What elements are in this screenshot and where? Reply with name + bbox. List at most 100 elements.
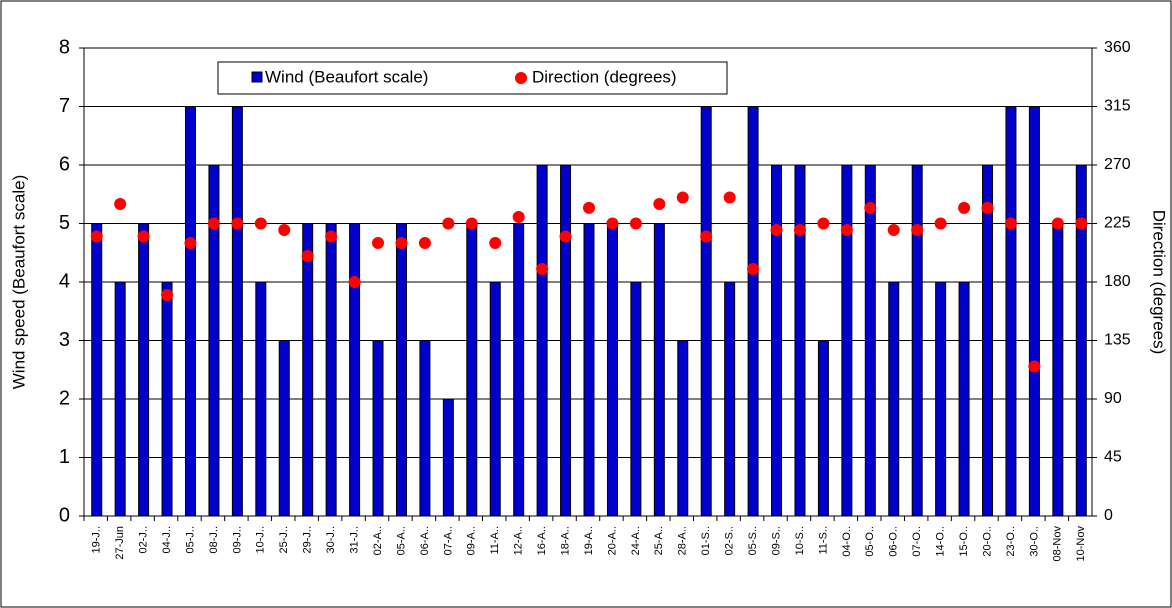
dot [278, 224, 291, 236]
x-tick-label: 19-J.. [91, 526, 103, 554]
dot [114, 198, 127, 210]
y2-tick-label: 45 [1104, 449, 1122, 466]
dot [606, 217, 619, 230]
dot [958, 201, 971, 214]
bar [489, 281, 501, 517]
y-tick-label: 0 [59, 504, 70, 526]
x-tick-label: 02-J.. [138, 526, 150, 554]
bar [1075, 164, 1087, 517]
x-tick-label: 18-A.. [559, 526, 571, 555]
x-tick-label: 08-Nov [1052, 526, 1064, 562]
bar [466, 223, 478, 517]
x-tick-label: 08-J.. [208, 526, 220, 554]
bar [817, 340, 829, 517]
bar [630, 281, 642, 517]
dot [372, 237, 385, 249]
x-tick-label: 02-A.. [372, 526, 384, 555]
y-tick-label: 5 [59, 212, 70, 234]
x-tick-label: 04-J.. [161, 526, 173, 554]
bar [536, 164, 548, 517]
dot [559, 230, 572, 243]
bar [653, 223, 665, 517]
bar [747, 106, 759, 517]
dot [981, 201, 994, 214]
y2-tick-label: 360 [1104, 39, 1131, 56]
x-tick-label: 30-J.. [325, 526, 337, 554]
x-tick-label: 20-A.. [606, 526, 618, 555]
bar [114, 281, 126, 517]
dot [747, 263, 760, 275]
bar [841, 164, 853, 517]
legend-box [217, 61, 728, 95]
bar [138, 223, 150, 517]
dot [1004, 217, 1017, 230]
y2-tick-label: 0 [1104, 507, 1113, 524]
x-tick-label: 12-A.. [513, 526, 525, 555]
x-tick-label: 28-A.. [677, 526, 689, 555]
y2-axis-title: Direction (degrees) [1150, 210, 1169, 355]
x-tick-label: 06-A.. [419, 526, 431, 555]
legend-label: Wind (Beaufort scale) [265, 67, 428, 86]
x-tick-label: 05-A.. [395, 526, 407, 555]
bar [794, 164, 806, 517]
dot [207, 217, 220, 230]
dot [700, 230, 713, 243]
bar [982, 164, 994, 517]
x-tick-label: 23-O.. [1005, 526, 1017, 557]
bar [1052, 223, 1064, 517]
bar [442, 398, 454, 517]
x-tick-label: 11-A.. [489, 526, 501, 555]
bar [395, 223, 407, 517]
dot [1028, 360, 1041, 373]
x-tick-label: 10-J.. [255, 526, 267, 554]
y2-tick-label: 90 [1104, 390, 1122, 407]
x-tick-label: 07-O.. [911, 526, 923, 557]
bar [208, 164, 220, 517]
bar [771, 164, 783, 517]
bar [958, 281, 970, 517]
bar [349, 223, 361, 517]
legend-swatch [515, 72, 527, 84]
bar [606, 223, 618, 517]
bar [91, 223, 103, 517]
bar [184, 106, 196, 517]
bar [935, 281, 947, 517]
dot [723, 191, 736, 204]
legend-swatch [251, 71, 263, 83]
x-tick-label: 19-A.. [583, 526, 595, 555]
y2-tick-label: 180 [1104, 273, 1131, 290]
dot [184, 237, 197, 249]
y-tick-label: 1 [59, 446, 70, 468]
dot [887, 224, 900, 236]
dot [325, 230, 338, 243]
y-axis-title: Wind speed (Beaufort scale) [9, 175, 28, 390]
dot [137, 230, 150, 243]
bar [255, 281, 267, 517]
bar [560, 164, 572, 517]
dot [583, 201, 595, 214]
x-tick-label: 02-S.. [724, 526, 736, 555]
dot [536, 263, 549, 275]
x-tick-label: 25-J.. [278, 526, 290, 554]
x-tick-label: 09-A.. [466, 526, 478, 555]
bar [864, 164, 876, 517]
bar [911, 164, 923, 517]
x-tick-label: 30-O.. [1028, 526, 1040, 557]
x-tick-label: 09-J.. [231, 526, 243, 554]
legend-label: Direction (degrees) [532, 67, 677, 86]
dot [793, 224, 806, 236]
x-tick-label: 16-A.. [536, 526, 548, 555]
bar [325, 223, 337, 517]
y2-tick-label: 225 [1104, 215, 1131, 232]
y-tick-label: 8 [59, 36, 70, 58]
bar [583, 223, 595, 517]
bar [700, 106, 712, 517]
x-tick-label: 10-Nov [1075, 526, 1087, 562]
dot [418, 237, 431, 249]
dot [770, 224, 783, 236]
dot [161, 289, 174, 301]
x-tick-label: 27-Jun [114, 526, 126, 560]
dot [395, 237, 408, 249]
x-tick-label: 25-A.. [653, 526, 665, 555]
